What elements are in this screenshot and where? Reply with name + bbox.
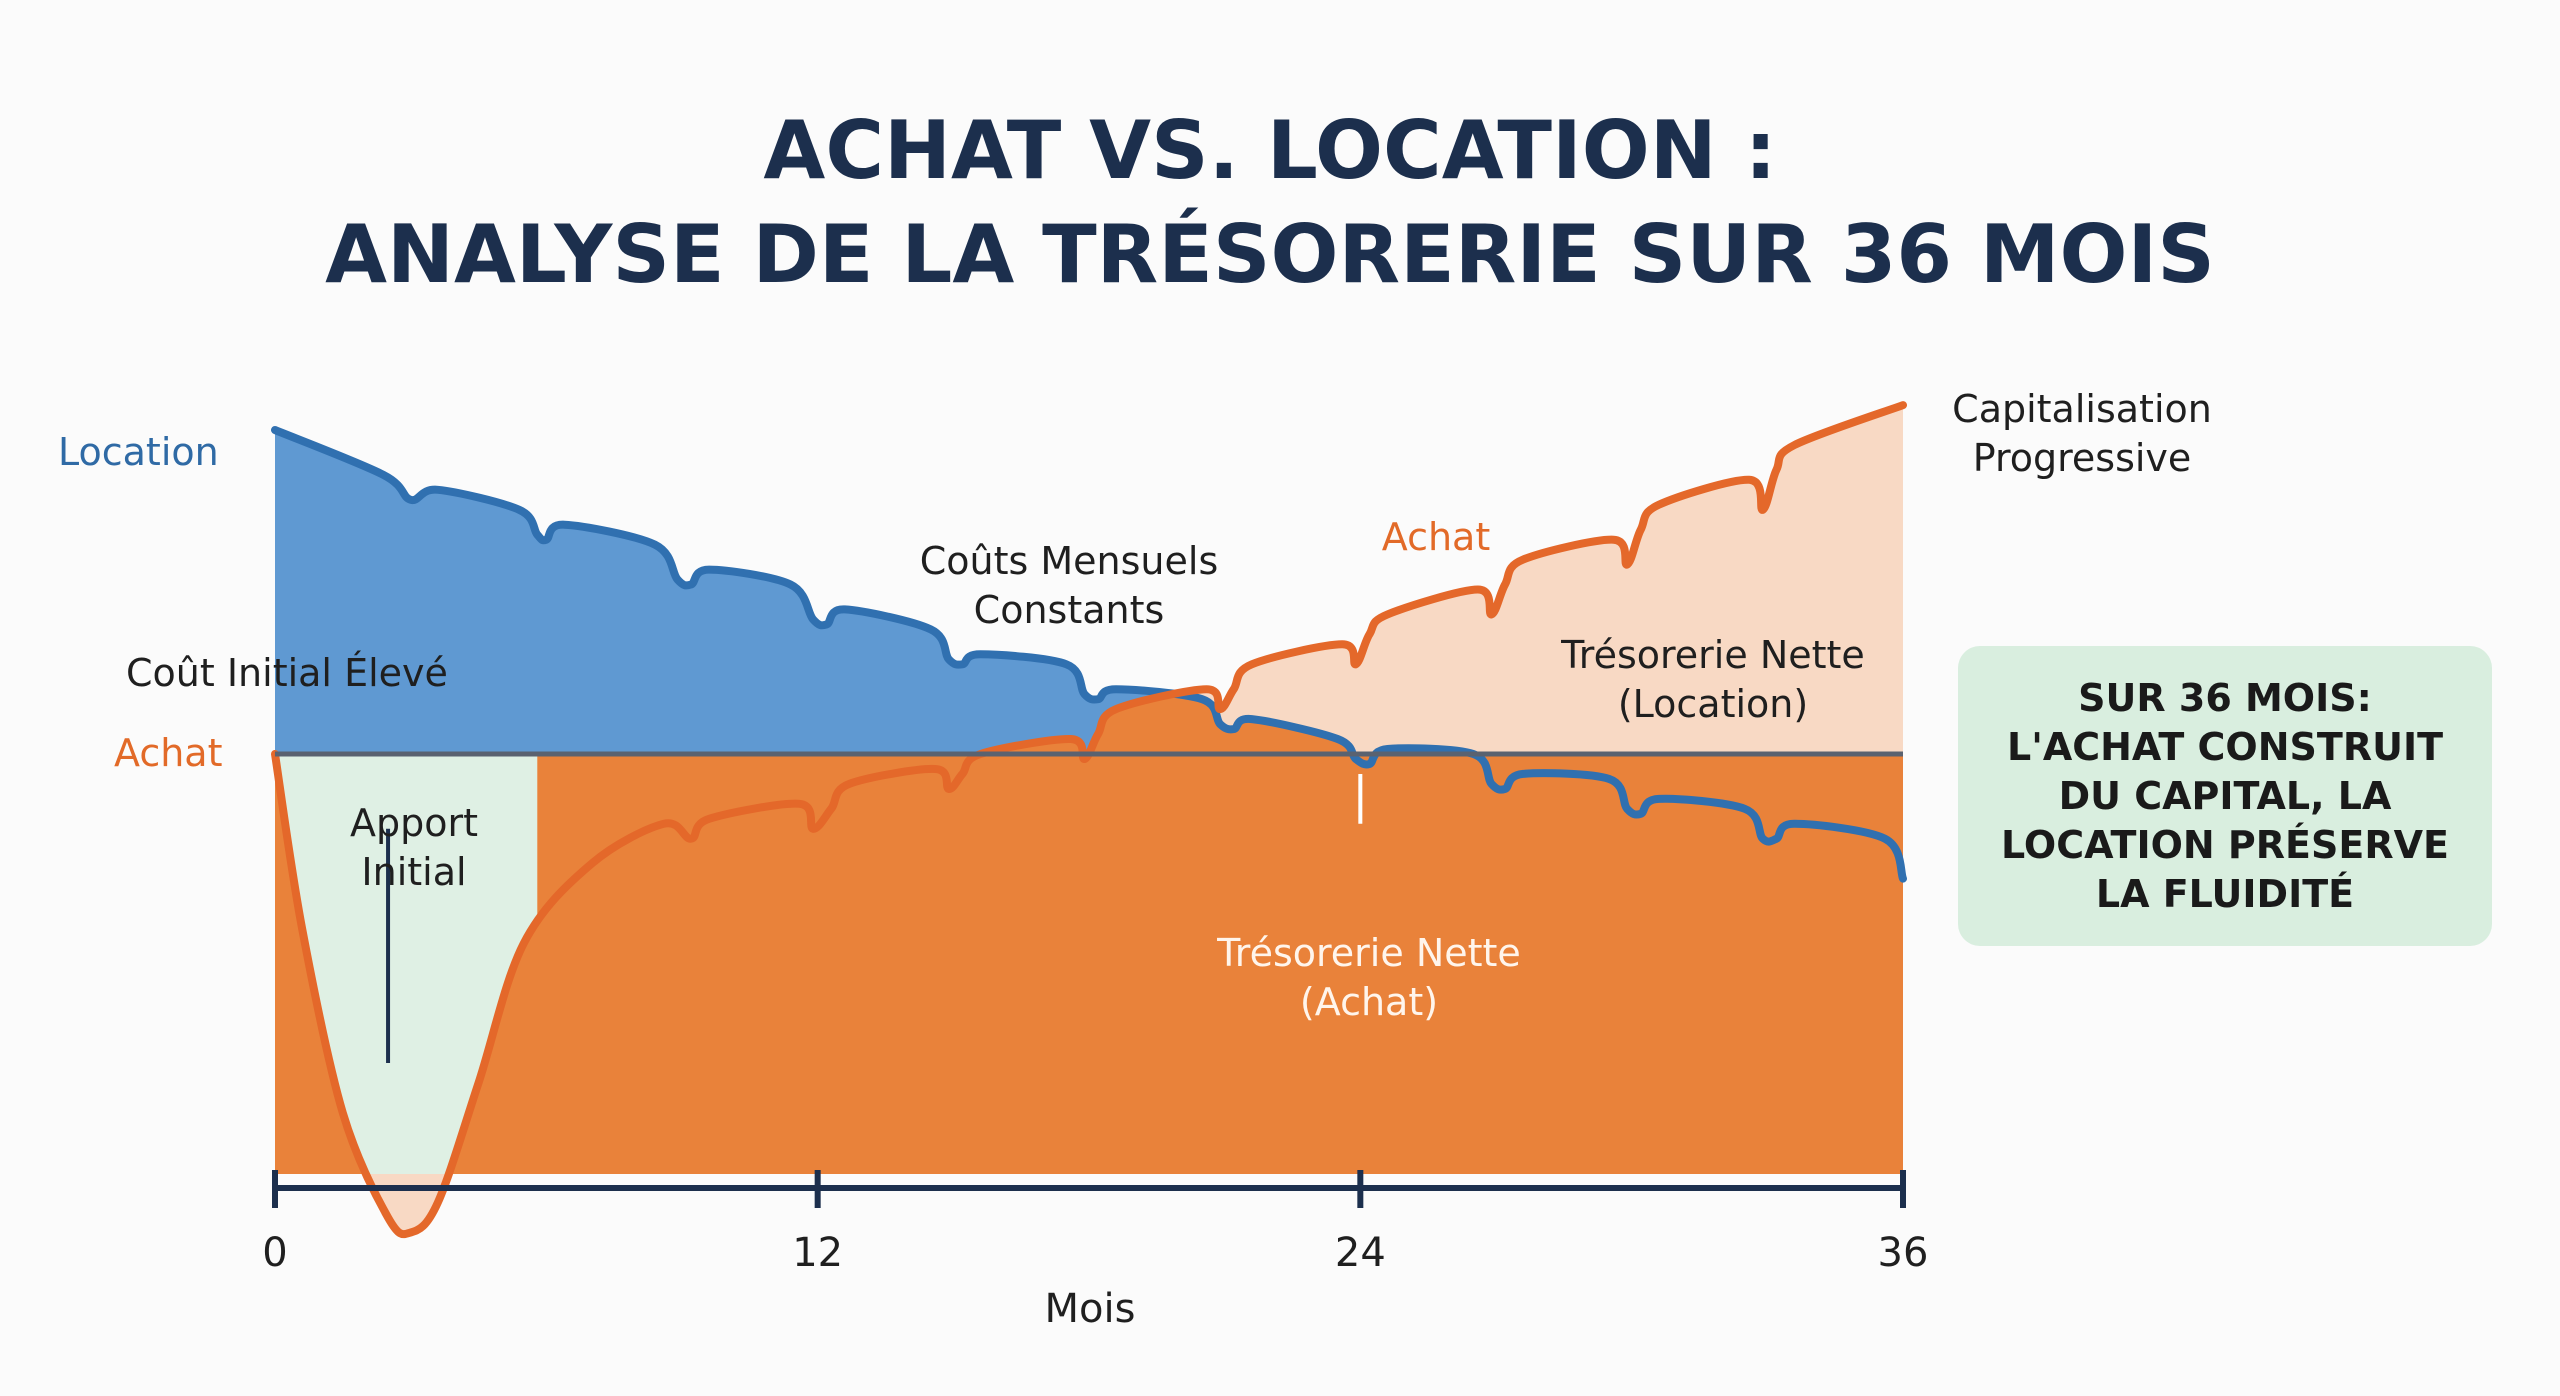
x-axis: 0 12 24 36 (262, 1170, 1928, 1276)
annotation-capitalisation: Progressive (1973, 436, 2192, 480)
annotation-couts-mensuels: Coûts Mensuels (920, 539, 1219, 583)
x-tick-label: 24 (1335, 1230, 1386, 1276)
callout-line: DU CAPITAL, LA (2058, 773, 2392, 818)
annotation-cout-initial: Coût Initial Élevé (126, 651, 448, 695)
annotation-tresorerie-achat: Trésorerie Nette (1216, 931, 1521, 975)
summary-callout: SUR 36 MOIS: L'ACHAT CONSTRUIT DU CAPITA… (1958, 646, 2492, 946)
chart-title-line-2: ANALYSE DE LA TRÉSORERIE SUR 36 MOIS (325, 207, 2215, 301)
achat-line (271, 401, 1907, 1239)
callout-line: SUR 36 MOIS: (2078, 675, 2372, 720)
series-lines (271, 401, 1907, 1239)
annotation-apport-initial: Initial (361, 850, 466, 894)
callout-line: LA FLUIDITÉ (2095, 871, 2355, 916)
annotation-apport-initial: Apport (350, 801, 478, 845)
area-fills (275, 405, 1903, 1235)
chart-title-line-1: ACHAT VS. LOCATION : (763, 104, 1776, 197)
annotation-tresorerie-location: Trésorerie Nette (1560, 633, 1865, 677)
x-tick-label: 36 (1878, 1230, 1929, 1276)
annotation-tresorerie-achat: (Achat) (1300, 980, 1438, 1024)
annotation-series-label-achat: Achat (114, 731, 223, 775)
x-tick-label: 12 (792, 1230, 843, 1276)
location-line (271, 426, 1907, 883)
annotations: Location Achat Achat Capitalisation Progress… (58, 387, 2212, 1024)
annotation-tresorerie-location: (Location) (1618, 682, 1808, 726)
annotation-series-label-achat-right: Achat (1382, 515, 1491, 559)
annotation-series-label-location: Location (58, 430, 219, 474)
callout-line: LOCATION PRÉSERVE (2001, 822, 2449, 867)
annotation-capitalisation: Capitalisation (1952, 387, 2212, 431)
x-tick-label: 0 (262, 1230, 287, 1276)
x-axis-label: Mois (1045, 1286, 1136, 1332)
annotation-couts-mensuels: Constants (974, 588, 1165, 632)
callout-line: L'ACHAT CONSTRUIT (2006, 724, 2444, 769)
achat-below-baseline-fill (275, 754, 1903, 1174)
